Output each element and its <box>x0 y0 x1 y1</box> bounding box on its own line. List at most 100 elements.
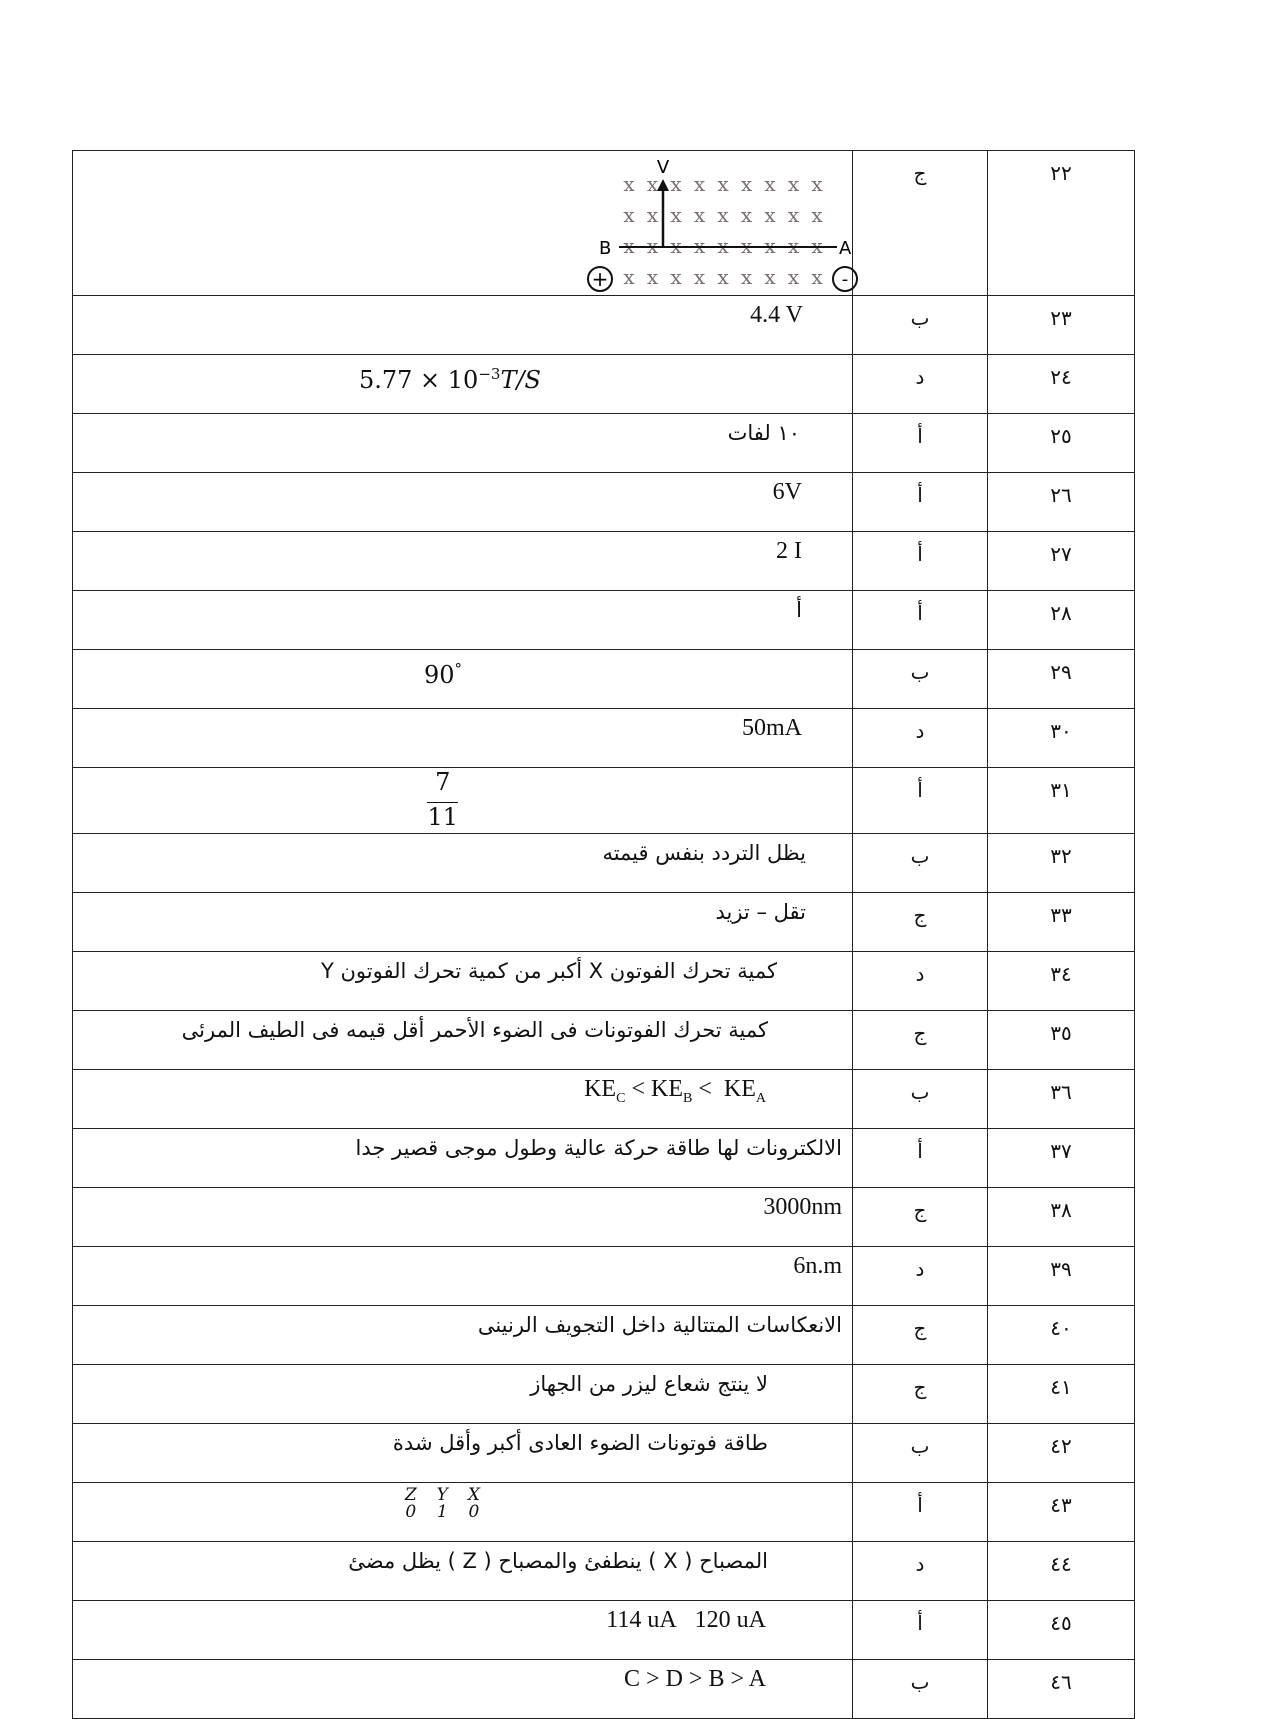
answer-text: 3000nm <box>763 1194 842 1220</box>
table-row: 5.77 × 10−3T/S د ٢٤ <box>72 354 1135 414</box>
field-x-mark: x <box>811 203 823 227</box>
question-number: ٢٢ <box>987 150 1135 296</box>
answer-cell: الالكترونات لها طاقة حركة عالية وطول موج… <box>72 1128 853 1188</box>
table-row: يظل التردد بنفس قيمته ب ٣٢ <box>72 833 1135 893</box>
moving-rod-diagram: xxxxxxxxxxxxxxxxxxxxxxxxxxxxxxxxxxxx V B… <box>587 157 858 292</box>
label-v: V <box>657 157 670 178</box>
minus-sign: - <box>842 269 849 290</box>
answer-cell: 50mA <box>72 708 853 768</box>
field-x-mark: x <box>670 172 682 196</box>
field-x-mark: x <box>811 172 823 196</box>
answer-text: 90° <box>423 660 462 689</box>
field-x-mark: x <box>788 265 800 289</box>
field-x-mark: x <box>764 203 776 227</box>
field-x-mark: x <box>717 172 729 196</box>
table-row: المصباح ( X ) ينطفئ والمصباح ( Z ) يظل م… <box>72 1541 1135 1601</box>
answer-text: المصباح ( X ) ينطفئ والمصباح ( Z ) يظل م… <box>348 1549 768 1573</box>
question-number: ٢٥ <box>987 413 1135 473</box>
choice-letter: أ <box>852 767 988 834</box>
choice-letter: أ <box>852 472 988 532</box>
answer-cell: يظل التردد بنفس قيمته <box>72 833 853 893</box>
choice-letter: ب <box>852 649 988 709</box>
table-row: 90° ب ٢٩ <box>72 649 1135 709</box>
choice-letter: د <box>852 1246 988 1306</box>
answer-text: 2 I <box>776 538 802 564</box>
field-x-mark: x <box>764 265 776 289</box>
field-x-mark: x <box>764 172 776 196</box>
answer-text: ١٠ لفات <box>727 421 800 445</box>
fraction: 7 11 <box>427 768 458 831</box>
table-row: كمية تحرك الفوتونات فى الضوء الأحمر أقل … <box>72 1010 1135 1070</box>
question-number: ٤٣ <box>987 1482 1135 1542</box>
question-number: ٣٦ <box>987 1069 1135 1129</box>
question-number: ٢٦ <box>987 472 1135 532</box>
field-x-mark: x <box>694 265 706 289</box>
table-row: 50mA د ٣٠ <box>72 708 1135 768</box>
question-number: ٣٥ <box>987 1010 1135 1070</box>
field-x-mark: x <box>647 203 659 227</box>
choice-letter: ج <box>852 1187 988 1247</box>
answer-text: C > D > B > A <box>624 1666 766 1692</box>
answer-cell: الانعكاسات المتتالية داخل التجويف الرنين… <box>72 1305 853 1365</box>
answer-text: أ <box>796 598 802 622</box>
field-x-mark: x <box>717 203 729 227</box>
field-x-mark: x <box>788 203 800 227</box>
question-number: ٢٨ <box>987 590 1135 650</box>
question-number: ٣٩ <box>987 1246 1135 1306</box>
arrow-head-icon <box>657 179 669 191</box>
answer-cell: 7 11 <box>72 767 853 834</box>
choice-letter: أ <box>852 1482 988 1542</box>
answer-cell: كمية تحرك الفوتون X أكبر من كمية تحرك ال… <box>72 951 853 1011</box>
answer-key-table: xxxxxxxxxxxxxxxxxxxxxxxxxxxxxxxxxxxx V B… <box>72 150 1135 1719</box>
question-number: ٢٧ <box>987 531 1135 591</box>
field-x-mark: x <box>741 203 753 227</box>
answer-text: 114 uA 120 uA <box>606 1607 766 1633</box>
choice-letter: د <box>852 708 988 768</box>
choice-letter: ب <box>852 295 988 355</box>
answer-text: كمية تحرك الفوتونات فى الضوء الأحمر أقل … <box>181 1018 768 1042</box>
answer-text: 5.77 × 10−3T/S <box>358 365 541 394</box>
table-row: ١٠ لفات أ ٢٥ <box>72 413 1135 473</box>
question-number: ٢٤ <box>987 354 1135 414</box>
table-row: كمية تحرك الفوتون X أكبر من كمية تحرك ال… <box>72 951 1135 1011</box>
table-row: لا ينتج شعاع ليزر من الجهاز ج ٤١ <box>72 1364 1135 1424</box>
choice-letter: أ <box>852 531 988 591</box>
choice-letter: ج <box>852 1305 988 1365</box>
field-x-mark: x <box>788 172 800 196</box>
question-number: ٣٢ <box>987 833 1135 893</box>
choice-letter: د <box>852 1541 988 1601</box>
field-x-mark: x <box>647 172 659 196</box>
table-row: 3000nm ج ٣٨ <box>72 1187 1135 1247</box>
answer-cell: كمية تحرك الفوتونات فى الضوء الأحمر أقل … <box>72 1010 853 1070</box>
answer-text: طاقة فوتونات الضوء العادى أكبر وأقل شدة <box>392 1431 768 1455</box>
choice-letter: د <box>852 951 988 1011</box>
answer-text: تقل – تزيد <box>715 900 806 924</box>
answer-cell: 4.4 V <box>72 295 853 355</box>
question-number: ٤٦ <box>987 1659 1135 1719</box>
field-x-mark: x <box>741 265 753 289</box>
choice-letter: أ <box>852 413 988 473</box>
table-row: 6n.m د ٣٩ <box>72 1246 1135 1306</box>
answer-cell: 6n.m <box>72 1246 853 1306</box>
question-number: ٤٤ <box>987 1541 1135 1601</box>
choice-letter: أ <box>852 1128 988 1188</box>
answer-text: لا ينتج شعاع ليزر من الجهاز <box>530 1372 768 1396</box>
field-x-mark: x <box>623 172 635 196</box>
answer-text: يظل التردد بنفس قيمته <box>602 841 806 865</box>
table-row: الانعكاسات المتتالية داخل التجويف الرنين… <box>72 1305 1135 1365</box>
kinetic-energy-inequality: KEC < KEB < KEA <box>584 1076 766 1106</box>
choice-letter: ج <box>852 150 988 296</box>
choice-letter: ج <box>852 1010 988 1070</box>
answer-text: الالكترونات لها طاقة حركة عالية وطول موج… <box>355 1136 842 1160</box>
question-number: ٣١ <box>987 767 1135 834</box>
choice-letter: د <box>852 354 988 414</box>
question-number: ٣٧ <box>987 1128 1135 1188</box>
question-number: ٣٤ <box>987 951 1135 1011</box>
field-x-mark: x <box>811 265 823 289</box>
field-x-mark: x <box>623 265 635 289</box>
answer-text: 6V <box>772 479 802 505</box>
field-x-mark: x <box>670 203 682 227</box>
table-row: 114 uA 120 uA أ ٤٥ <box>72 1600 1135 1660</box>
